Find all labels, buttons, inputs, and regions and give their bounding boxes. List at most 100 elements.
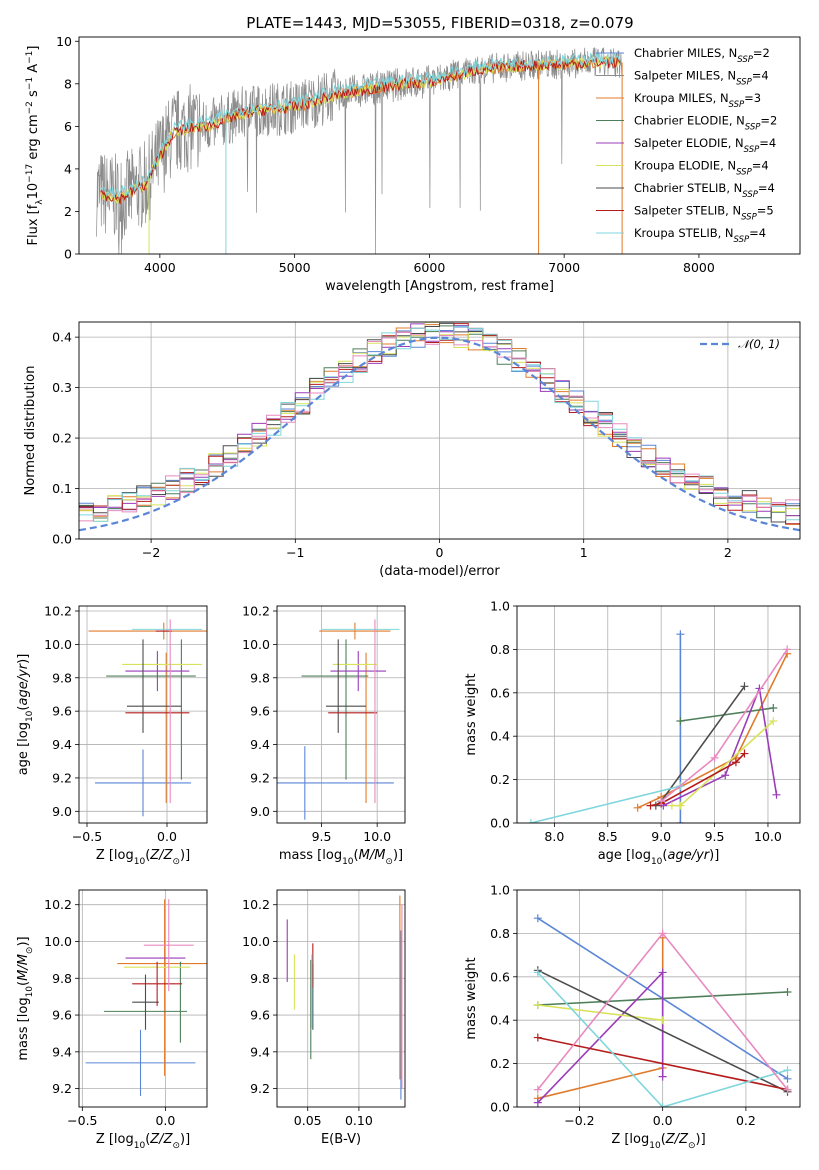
- weight-marker: [676, 717, 685, 726]
- weight-marker: [658, 929, 667, 938]
- age_vs_Z-axes: −0.5 0.0 9.0 9.2 9.4 9.6 9.8 10.0 10.2: [44, 604, 207, 844]
- residual-hist-step: [79, 331, 800, 522]
- x-tick-label: 0.05: [294, 1113, 322, 1128]
- legend-entry: Salpeter MILES, NSSP=4: [634, 69, 769, 88]
- normal-curve: [79, 336, 800, 532]
- figure-title: PLATE=1443, MJD=53055, FIBERID=0318, z=0…: [246, 14, 633, 32]
- mass_vs_Z-ylabel: mass [log10(M/M⊙)]: [16, 936, 35, 1060]
- age_vs_Z-xlabel: Z [log10(Z/Z⊙)]: [96, 848, 190, 867]
- x-tick-label: 0.2: [736, 1113, 756, 1128]
- weight-marker: [526, 819, 535, 823]
- y-tick-label: 1.0: [490, 883, 510, 898]
- y-tick-label: 0.6: [490, 969, 510, 984]
- y-tick-label: 9.2: [250, 1081, 270, 1096]
- y-tick-label: 10.0: [242, 934, 270, 949]
- y-tick-label: 0.6: [490, 685, 510, 700]
- weight-marker: [533, 1098, 542, 1107]
- x-tick-label: 8000: [683, 260, 715, 275]
- weight-marker: [783, 1066, 792, 1075]
- weight-line: [537, 971, 788, 1107]
- weight-marker: [740, 749, 749, 758]
- weight-marker: [769, 703, 778, 712]
- y-tick-label: 10.2: [242, 604, 270, 619]
- weight-marker: [533, 1085, 542, 1094]
- y-tick-label: 0.4: [490, 729, 510, 744]
- y-tick-label: 9.4: [52, 737, 72, 752]
- residuals-frame: [78, 321, 801, 540]
- y-tick-label: 10.0: [242, 637, 270, 652]
- mass_vs_Z-xlabel: Z [log10(Z/Z⊙)]: [96, 1132, 190, 1151]
- y-tick-label: 9.0: [52, 804, 72, 819]
- y-tick-label: 0.4: [52, 330, 72, 345]
- x-tick-label: 0.0: [157, 829, 177, 844]
- spectrum-data-line: [96, 47, 623, 254]
- y-tick-label: 9.6: [52, 1008, 72, 1023]
- weight-marker: [633, 803, 642, 812]
- weight-marker: [667, 801, 676, 810]
- y-tick-label: 2: [64, 204, 72, 219]
- y-tick-label: 10.0: [44, 637, 72, 652]
- weight_vs_Z-frame: [516, 889, 801, 1108]
- legend-entry: Chabrier STELIB, NSSP=4: [634, 181, 775, 200]
- weight-marker: [646, 801, 655, 810]
- y-tick-label: 9.2: [250, 770, 270, 785]
- x-tick-label: −0.2: [564, 1113, 594, 1128]
- y-tick-label: 0.0: [52, 532, 72, 547]
- weight-marker: [658, 1103, 667, 1107]
- weight-marker: [533, 968, 542, 977]
- y-tick-label: 9.2: [52, 770, 72, 785]
- y-tick-label: 9.6: [250, 704, 270, 719]
- mass_vs_Z-points: [85, 899, 207, 1096]
- y-tick-label: 0.2: [490, 772, 510, 787]
- weight-marker: [657, 797, 666, 806]
- weight_vs_Z-ylabel: mass weight: [464, 957, 479, 1039]
- x-tick-label: 9.5: [705, 829, 725, 844]
- spectrum-model-line: [100, 55, 621, 205]
- weight-line: [537, 1036, 788, 1091]
- y-tick-label: 9.8: [250, 670, 270, 685]
- spectrum-frame: [78, 36, 801, 255]
- x-tick-label: 7000: [548, 260, 580, 275]
- y-tick-label: 6: [64, 119, 72, 134]
- y-tick-label: 0.8: [490, 926, 510, 941]
- y-tick-label: 0.3: [52, 380, 72, 395]
- mass_vs_ebv-frame: [276, 889, 406, 1108]
- x-tick-label: −0.5: [67, 1113, 97, 1128]
- legend-entry: Salpeter ELODIE, NSSP=4: [634, 136, 776, 155]
- weight-line: [650, 753, 746, 807]
- y-tick-label: 0.2: [490, 1056, 510, 1071]
- weight-marker: [533, 914, 542, 923]
- normal-legend-label: 𝒩(0, 1): [738, 337, 780, 351]
- x-tick-label: 6000: [413, 260, 445, 275]
- x-tick-label: −2: [142, 545, 160, 560]
- spectrum-axes: 4000 5000 6000 7000 8000 0 2 4 6 8 10: [56, 34, 715, 275]
- age_vs_Z-ylabel: age [log10(age/yr)]: [16, 654, 35, 776]
- x-tick-label: 0.0: [155, 1113, 175, 1128]
- age_vs_Z-frame: [78, 605, 208, 824]
- weight-marker: [783, 1085, 792, 1094]
- residual-hist-step: [79, 322, 800, 523]
- x-tick-label: 0.0: [653, 1113, 673, 1128]
- weight-marker: [740, 682, 749, 691]
- spectrum-model-line: [100, 52, 621, 199]
- y-tick-label: 9.6: [250, 1008, 270, 1023]
- residuals-axes: −2 −1 0 1 2 0.0 0.1 0.2 0.3 0.4: [52, 322, 800, 560]
- weight-marker: [721, 771, 730, 780]
- spectrum-xlabel: wavelength [Angstrom, rest frame]: [325, 279, 554, 294]
- x-tick-label: 8.0: [544, 829, 564, 844]
- legend-entry: Chabrier ELODIE, NSSP=2: [634, 114, 777, 133]
- weight-marker: [769, 717, 778, 726]
- y-tick-label: 9.4: [250, 737, 270, 752]
- spectrum-lines: [96, 47, 623, 254]
- weight-line: [680, 707, 774, 722]
- mass_vs_Z-frame: [78, 889, 208, 1108]
- weight_vs_age-frame: [516, 605, 801, 824]
- y-tick-label: 9.6: [52, 704, 72, 719]
- mass_vs_ebv-axes: 0.05 0.10 9.2 9.4 9.6 9.8 10.0 10.2: [242, 890, 405, 1128]
- y-tick-label: 0.2: [52, 431, 72, 446]
- legend-entry: Kroupa STELIB, NSSP=4: [634, 226, 766, 245]
- x-tick-label: 0.10: [345, 1113, 373, 1128]
- weight-marker: [533, 1033, 542, 1042]
- weight-marker: [783, 1074, 792, 1083]
- x-tick-label: 5000: [279, 260, 311, 275]
